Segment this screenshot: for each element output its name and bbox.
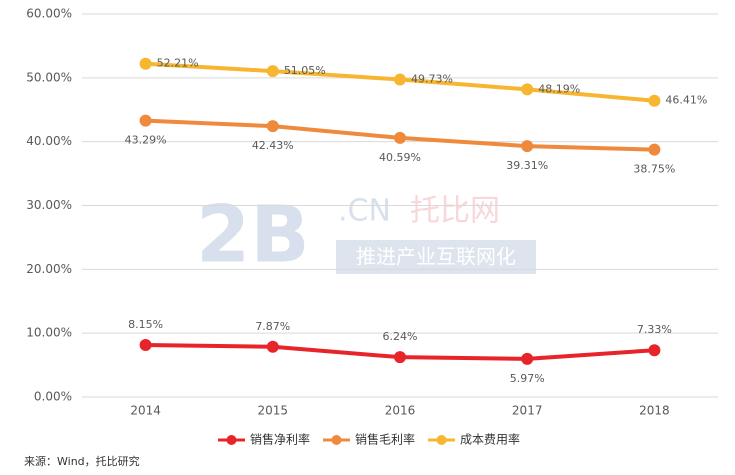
y-tick-label: 0.00% [34,390,72,404]
y-tick-label: 50.00% [26,70,72,84]
data-label: 6.24% [383,330,418,343]
data-label: 49.73% [411,73,453,86]
watermark-band [336,240,536,274]
x-tick-label: 2015 [258,404,289,418]
y-tick-label: 60.00% [26,7,72,21]
watermark-logo: 2B [196,190,310,280]
data-label: 42.43% [252,139,294,152]
point [266,120,279,133]
watermark-name: 托比网 [410,194,500,229]
point [394,351,406,364]
point [394,73,406,86]
point [139,338,152,351]
legend-label: 销售净利率 [250,432,310,447]
y-tick-label: 10.00% [26,326,72,340]
watermark-slogan: 推进产业互联网化 [356,245,516,269]
x-tick-label: 2016 [385,404,416,418]
point [648,344,661,357]
point [394,131,406,144]
legend-marker [226,435,237,445]
point [648,94,661,107]
y-tick-label: 40.00% [26,134,72,148]
data-label: 46.41% [665,94,707,107]
legend-marker [436,435,447,445]
x-tick-label: 2014 [130,404,161,418]
point [521,83,534,96]
data-label: 7.87% [255,320,290,333]
source-note: 来源：Wind，托比研究 [24,454,140,468]
point [139,114,152,127]
point [139,57,152,70]
data-label: 7.33% [637,323,672,336]
point [521,140,534,153]
watermark-domain: .CN [338,194,391,229]
watermark: 2B .CN 托比网 推进产业互联网化 [196,190,536,280]
x-tick-label: 2017 [512,404,543,418]
data-label: 40.59% [379,151,421,164]
data-label: 48.19% [538,82,580,95]
data-label: 52.21% [157,57,199,70]
point [266,65,279,78]
data-label: 38.75% [633,163,675,176]
data-label: 39.31% [506,159,548,172]
legend-label: 销售毛利率 [355,432,415,447]
x-tick-label: 2018 [639,404,670,418]
y-tick-label: 30.00% [26,198,72,212]
y-tick-label: 20.00% [26,262,72,276]
legend-marker [331,435,342,445]
point [266,340,279,353]
legend-label: 成本费用率 [460,432,520,447]
point [521,352,534,365]
data-label: 51.05% [284,64,326,77]
data-label: 5.97% [510,372,545,385]
data-label: 8.15% [128,318,163,331]
data-label: 43.29% [125,134,167,147]
point [648,143,661,156]
